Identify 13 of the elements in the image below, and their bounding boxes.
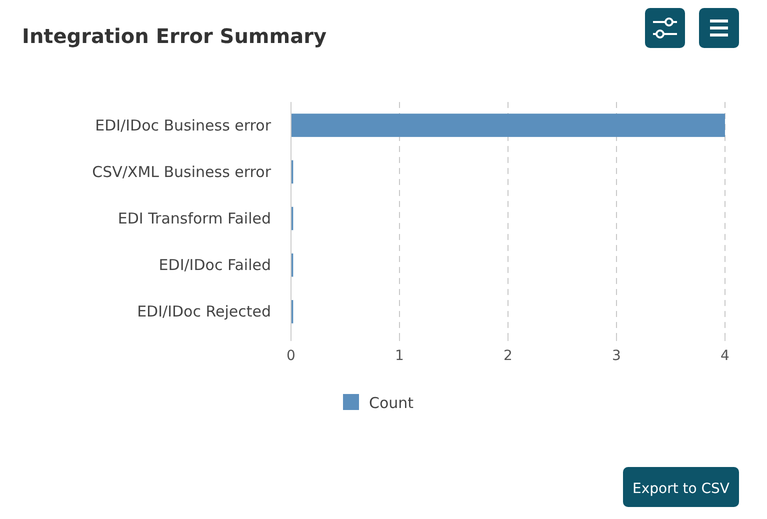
x-tick-label: 2 — [504, 348, 512, 364]
chart-title: Integration Error Summary — [22, 24, 327, 48]
y-tick-label: EDI Transform Failed — [118, 210, 271, 228]
y-tick-label: EDI/IDoc Rejected — [137, 302, 271, 321]
x-tick-label: 1 — [395, 348, 404, 364]
legend-label: Count — [369, 394, 414, 412]
y-tick-label: EDI/IDoc Business error — [95, 116, 272, 134]
y-tick-label: EDI/IDoc Failed — [158, 256, 271, 274]
x-tick-label: 0 — [286, 348, 296, 364]
x-tick-label: 3 — [612, 348, 621, 364]
y-tick-label: CSV/XML Business error — [92, 162, 272, 181]
text: Export to CSV — [632, 481, 730, 497]
x-tick-label: 4 — [720, 348, 730, 364]
